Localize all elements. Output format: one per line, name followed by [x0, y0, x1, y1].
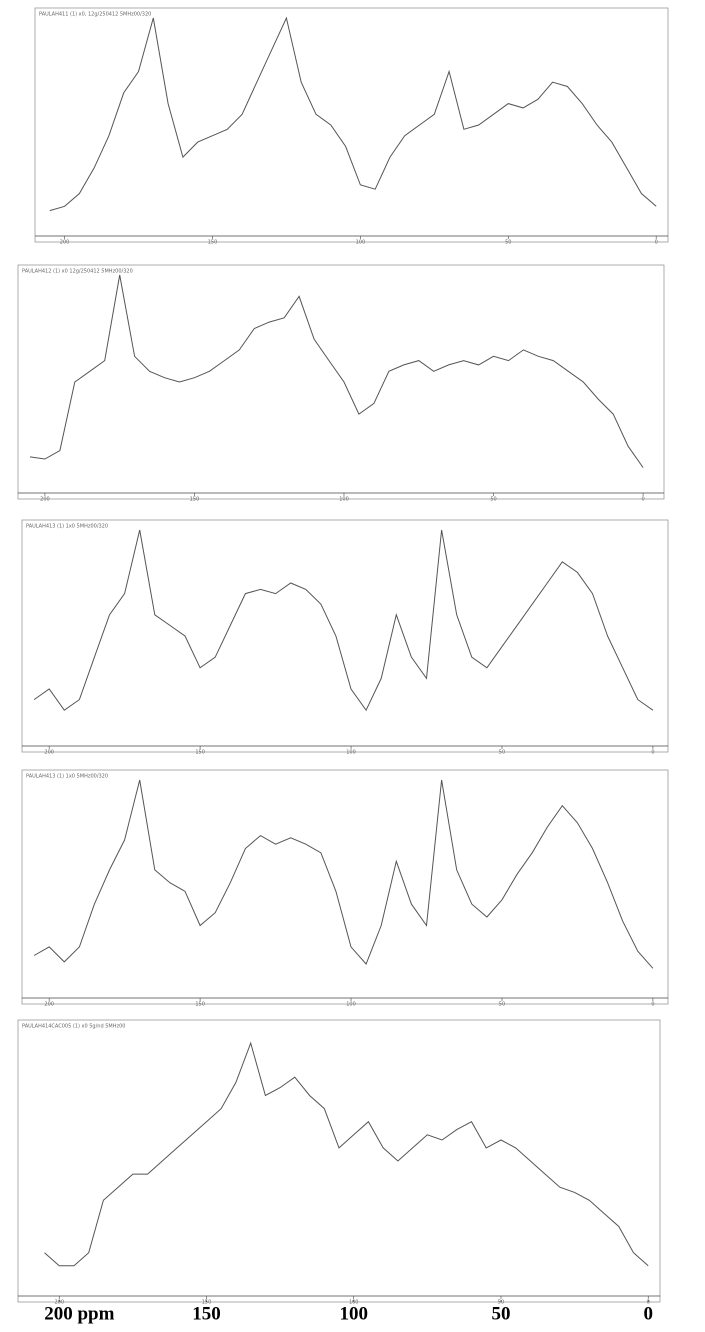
x-tick-label: 50 — [490, 497, 496, 503]
spectrum-line — [44, 1041, 649, 1267]
x-tick-label: 150 — [195, 750, 205, 756]
shared-x-tick-label: 200 ppm — [44, 1303, 114, 1324]
x-tick-label: 200 — [54, 1300, 64, 1306]
x-tick-label: 0 — [647, 1300, 650, 1306]
x-tick-label: 0 — [641, 497, 644, 503]
panel-frame — [21, 769, 669, 1005]
x-tick-label: 150 — [208, 240, 218, 246]
panel-frame — [34, 7, 669, 243]
spectrum-line — [49, 16, 657, 212]
x-tick-label: 150 — [190, 497, 200, 503]
x-tick-label: 200 — [44, 1002, 54, 1008]
spectrum-line — [33, 779, 654, 969]
shared-x-tick-label: 0 — [643, 1303, 653, 1324]
x-tick-label: 100 — [356, 240, 366, 246]
x-tick-label: 200 — [44, 750, 54, 756]
x-tick-label: 0 — [655, 240, 658, 246]
x-tick-label: 50 — [499, 1002, 505, 1008]
spectrum-line — [33, 529, 654, 712]
x-tick-label: 50 — [498, 1300, 504, 1306]
spectrum-panel: PAULAH413 (1) 1x0 5MHz00/320 200 150 100 50 0 — [21, 769, 669, 1008]
panel-title: PAULAH413 (1) 1x0 5MHz00/320 — [26, 524, 108, 530]
spectrum-panel: PAULAH414CAC005 (1) x0 5g/nd 5MHz00 200 15… — [17, 1019, 661, 1306]
x-tick-label: 100 — [346, 750, 356, 756]
shared-x-tick-label: 150 — [192, 1303, 221, 1324]
panel-title: PAULAH414CAC005 (1) x0 5g/nd 5MHz00 — [22, 1024, 125, 1030]
shared-x-tick-label: 100 — [339, 1303, 368, 1324]
spectrum-panel: PAULAH411 (1) x0, 12g/250412 5MHz00/320 2… — [34, 7, 669, 246]
x-tick-label: 150 — [195, 1002, 205, 1008]
panel-title: PAULAH412 (1) x0 12g/250412 5MHz00/320 — [22, 269, 133, 275]
x-tick-label: 200 — [60, 240, 70, 246]
x-tick-label: 100 — [346, 1002, 356, 1008]
x-tick-label: 100 — [339, 497, 349, 503]
spectrum-line — [29, 274, 644, 468]
shared-x-tick-label: 50 — [491, 1303, 510, 1324]
x-tick-label: 0 — [651, 750, 654, 756]
panel-title: PAULAH411 (1) x0, 12g/250412 5MHz00/320 — [39, 12, 151, 18]
x-tick-label: 0 — [651, 1002, 654, 1008]
panel-frame — [17, 1019, 661, 1303]
x-tick-label: 150 — [202, 1300, 212, 1306]
x-tick-label: 100 — [349, 1300, 359, 1306]
panel-frame — [17, 264, 665, 500]
x-tick-label: 50 — [505, 240, 511, 246]
spectrum-panel: PAULAH413 (1) 1x0 5MHz00/320 200 150 100 50 0 — [21, 519, 669, 756]
x-tick-label: 200 — [40, 497, 50, 503]
x-tick-label: 50 — [499, 750, 505, 756]
spectrum-panel: PAULAH412 (1) x0 12g/250412 5MHz00/320 20… — [17, 264, 665, 503]
panel-frame — [21, 519, 669, 753]
panel-title: PAULAH413 (1) 1x0 5MHz00/320 — [26, 774, 108, 780]
